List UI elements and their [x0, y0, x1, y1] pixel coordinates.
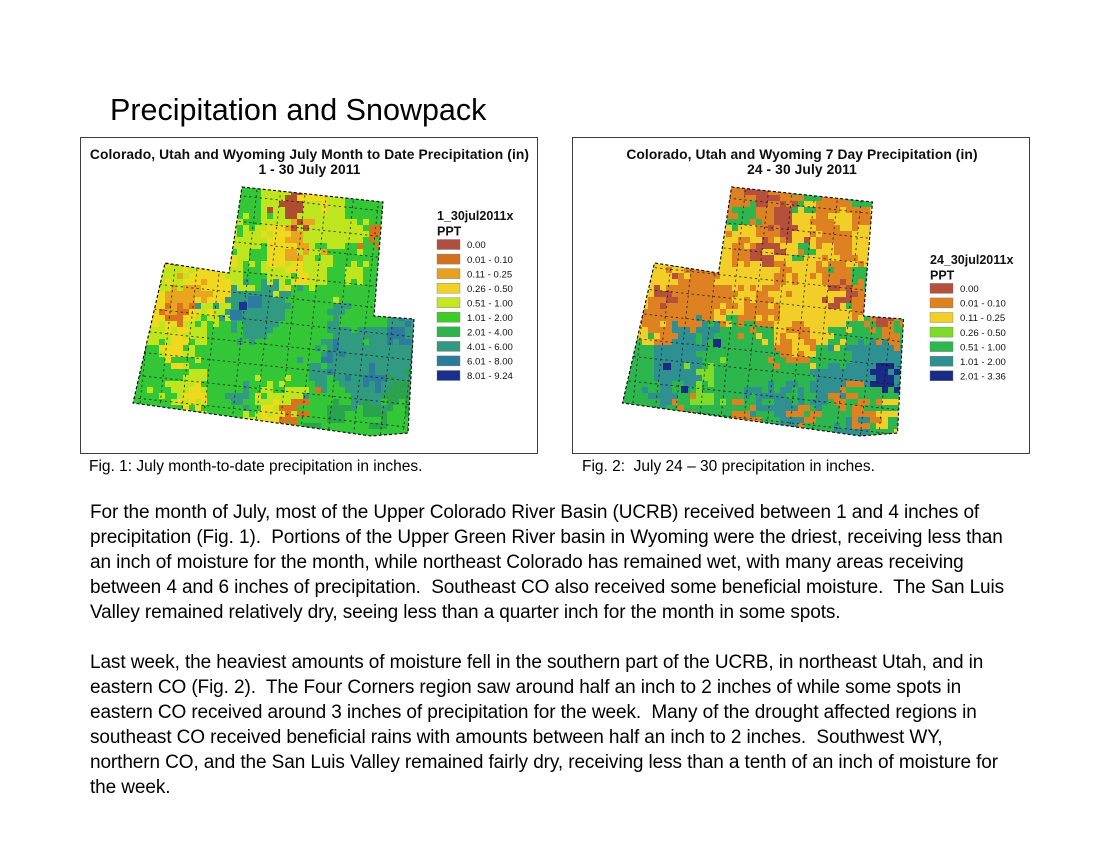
svg-text:PPT: PPT	[437, 225, 462, 239]
svg-text:1.01 - 2.00: 1.01 - 2.00	[467, 313, 513, 324]
svg-text:6.01 - 8.00: 6.01 - 8.00	[467, 357, 513, 368]
svg-text:0.11 - 0.25: 0.11 - 0.25	[467, 269, 512, 280]
svg-text:0.51 - 1.00: 0.51 - 1.00	[467, 298, 513, 309]
svg-text:0.51 - 1.00: 0.51 - 1.00	[960, 342, 1006, 353]
svg-text:0.26 - 0.50: 0.26 - 0.50	[467, 284, 513, 295]
svg-text:24_30jul2011x: 24_30jul2011x	[930, 253, 1013, 267]
svg-text:0.01 - 0.10: 0.01 - 0.10	[467, 255, 513, 266]
svg-text:2.01 - 4.00: 2.01 - 4.00	[467, 328, 513, 339]
svg-text:PPT: PPT	[930, 269, 955, 283]
svg-text:0.00: 0.00	[960, 284, 979, 295]
svg-text:0.00: 0.00	[467, 240, 486, 251]
svg-text:0.11 - 0.25: 0.11 - 0.25	[960, 313, 1005, 324]
svg-text:1_30jul2011x: 1_30jul2011x	[437, 209, 514, 223]
svg-text:8.01 - 9.24: 8.01 - 9.24	[467, 371, 514, 382]
svg-text:2.01 - 3.36: 2.01 - 3.36	[960, 371, 1006, 382]
svg-text:0.01 - 0.10: 0.01 - 0.10	[960, 299, 1006, 310]
svg-text:0.26 - 0.50: 0.26 - 0.50	[960, 328, 1006, 339]
svg-text:4.01 - 6.00: 4.01 - 6.00	[467, 342, 513, 353]
svg-text:1.01 - 2.00: 1.01 - 2.00	[960, 357, 1006, 368]
